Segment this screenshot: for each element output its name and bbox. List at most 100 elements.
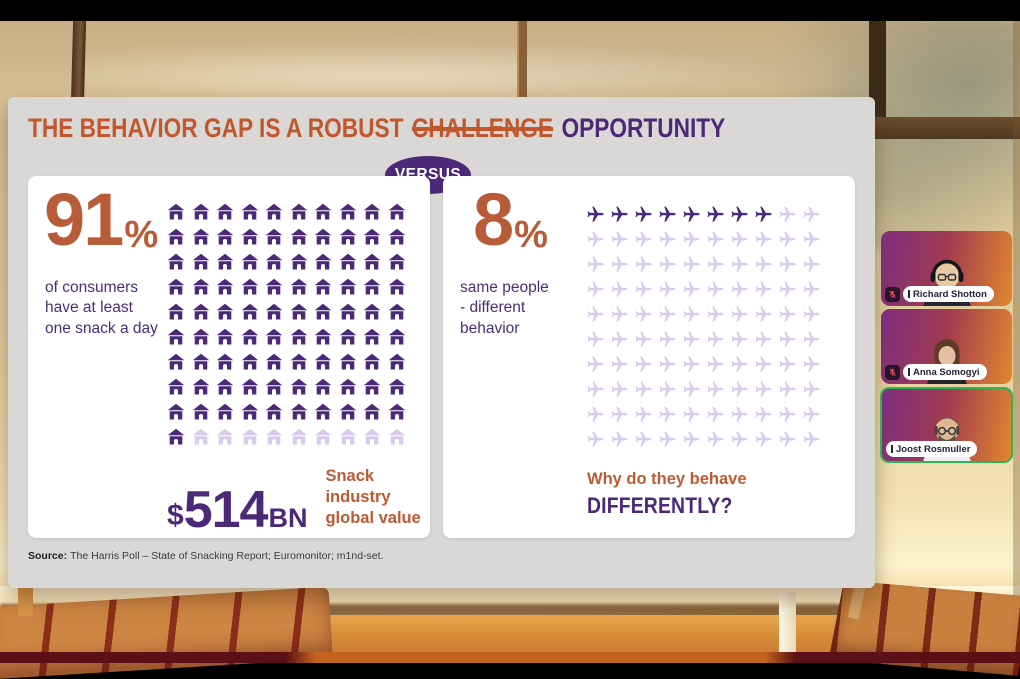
filled-house-icon xyxy=(388,353,405,370)
filled-house-icon xyxy=(314,303,332,320)
empty-airplane-icon xyxy=(803,406,820,422)
filled-house-icon xyxy=(265,328,283,345)
participant-name: Anna Somogyi xyxy=(913,366,980,378)
empty-airplane-icon xyxy=(659,306,676,322)
description-line: behavior xyxy=(460,319,520,337)
empty-airplane-icon xyxy=(683,356,700,372)
filled-house-icon xyxy=(216,403,234,420)
empty-airplane-icon xyxy=(635,281,652,297)
filled-house-icon xyxy=(314,403,332,420)
filled-house-icon xyxy=(339,203,356,220)
empty-house-icon xyxy=(290,428,307,445)
participant-panel: Richard Shotton xyxy=(880,231,1015,466)
empty-airplane-icon xyxy=(707,281,724,297)
snacking-stat-card: 91 % of consumers have at least one snac… xyxy=(28,176,430,538)
empty-airplane-icon xyxy=(611,256,628,272)
empty-house-icon xyxy=(265,428,283,445)
participant-tile-joost-rosmuller-active-speaker[interactable]: Joost Rosmuller xyxy=(880,387,1013,463)
empty-airplane-icon xyxy=(755,306,772,322)
filled-house-icon xyxy=(265,278,283,295)
empty-airplane-icon xyxy=(611,306,628,322)
filled-airplane-icon xyxy=(611,206,628,222)
participant-tile-richard-shotton[interactable]: Richard Shotton xyxy=(881,231,1012,306)
empty-house-icon xyxy=(363,428,381,445)
filled-house-icon xyxy=(216,228,234,245)
empty-airplane-icon xyxy=(707,331,724,347)
empty-airplane-icon xyxy=(683,381,700,397)
stat-percent-sign: % xyxy=(514,214,548,257)
empty-house-icon xyxy=(314,428,332,445)
flying-stat-value: 8 % xyxy=(473,178,548,261)
filled-house-icon xyxy=(363,228,381,245)
filled-house-icon xyxy=(290,203,307,220)
empty-airplane-icon xyxy=(659,231,676,247)
participant-name-marker-icon xyxy=(891,445,893,453)
title-prefix: THE BEHAVIOR GAP IS A ROBUST xyxy=(28,113,404,143)
empty-airplane-icon xyxy=(683,306,700,322)
behavior-question: Why do they behave DIFFERENTLY? xyxy=(587,470,752,519)
presentation-slide: THE BEHAVIOR GAP IS A ROBUST CHALLENGE OPP… xyxy=(8,97,875,588)
empty-airplane-icon xyxy=(779,206,796,222)
empty-airplane-icon xyxy=(659,381,676,397)
empty-airplane-icon xyxy=(683,256,700,272)
empty-airplane-icon xyxy=(779,331,796,347)
empty-airplane-icon xyxy=(803,381,820,397)
filled-house-icon xyxy=(290,278,307,295)
filled-house-icon xyxy=(339,403,356,420)
filled-house-icon xyxy=(314,328,332,345)
filled-house-icon xyxy=(363,403,381,420)
participant-name-marker-icon xyxy=(908,368,910,376)
empty-airplane-icon xyxy=(755,231,772,247)
filled-house-icon xyxy=(339,303,356,320)
filled-house-icon xyxy=(363,303,381,320)
filled-house-icon xyxy=(265,403,283,420)
filled-house-icon xyxy=(265,303,283,320)
empty-airplane-icon xyxy=(635,231,652,247)
airplane-pictograph-grid xyxy=(585,205,822,449)
filled-house-icon xyxy=(167,228,185,245)
empty-airplane-icon xyxy=(611,231,628,247)
empty-airplane-icon xyxy=(731,281,748,297)
value-caption: Snack industry global value xyxy=(325,466,430,530)
filled-house-icon xyxy=(314,203,332,220)
filled-house-icon xyxy=(192,328,209,345)
empty-airplane-icon xyxy=(683,231,700,247)
empty-airplane-icon xyxy=(755,356,772,372)
stat-percent-sign: % xyxy=(124,214,159,257)
filled-house-icon xyxy=(339,253,356,270)
filled-house-icon xyxy=(216,353,234,370)
background-window-frame xyxy=(1013,20,1020,663)
filled-house-icon xyxy=(290,253,307,270)
filled-airplane-icon xyxy=(659,206,676,222)
empty-airplane-icon xyxy=(659,281,676,297)
filled-house-icon xyxy=(290,378,307,395)
description-line: have at least xyxy=(45,299,133,317)
participant-name-marker-icon xyxy=(908,290,910,298)
empty-house-icon xyxy=(216,428,234,445)
background-window-post xyxy=(869,20,886,119)
empty-airplane-icon xyxy=(683,406,700,422)
participant-name-pill: Joost Rosmuller xyxy=(886,441,978,457)
description-line: same people xyxy=(460,279,549,296)
empty-airplane-icon xyxy=(587,356,604,372)
filled-house-icon xyxy=(167,303,185,320)
filled-airplane-icon xyxy=(683,206,700,222)
source-label: Source: xyxy=(28,550,68,562)
empty-airplane-icon xyxy=(635,356,652,372)
filled-house-icon xyxy=(290,403,307,420)
question-line-1: Why do they behave xyxy=(587,470,747,488)
filled-house-icon xyxy=(388,253,405,270)
empty-airplane-icon xyxy=(659,431,676,447)
empty-airplane-icon xyxy=(731,431,748,447)
filled-house-icon xyxy=(339,353,356,370)
empty-airplane-icon xyxy=(755,431,772,447)
filled-house-icon xyxy=(241,328,258,345)
stat-number: 8 xyxy=(473,178,514,261)
empty-airplane-icon xyxy=(683,431,700,447)
filled-house-icon xyxy=(241,378,258,395)
filled-house-icon xyxy=(314,278,332,295)
filled-house-icon xyxy=(363,328,381,345)
participant-tile-anna-somogyi[interactable]: Anna Somogyi xyxy=(881,309,1012,384)
background-window-post xyxy=(70,19,87,107)
empty-airplane-icon xyxy=(587,406,604,422)
